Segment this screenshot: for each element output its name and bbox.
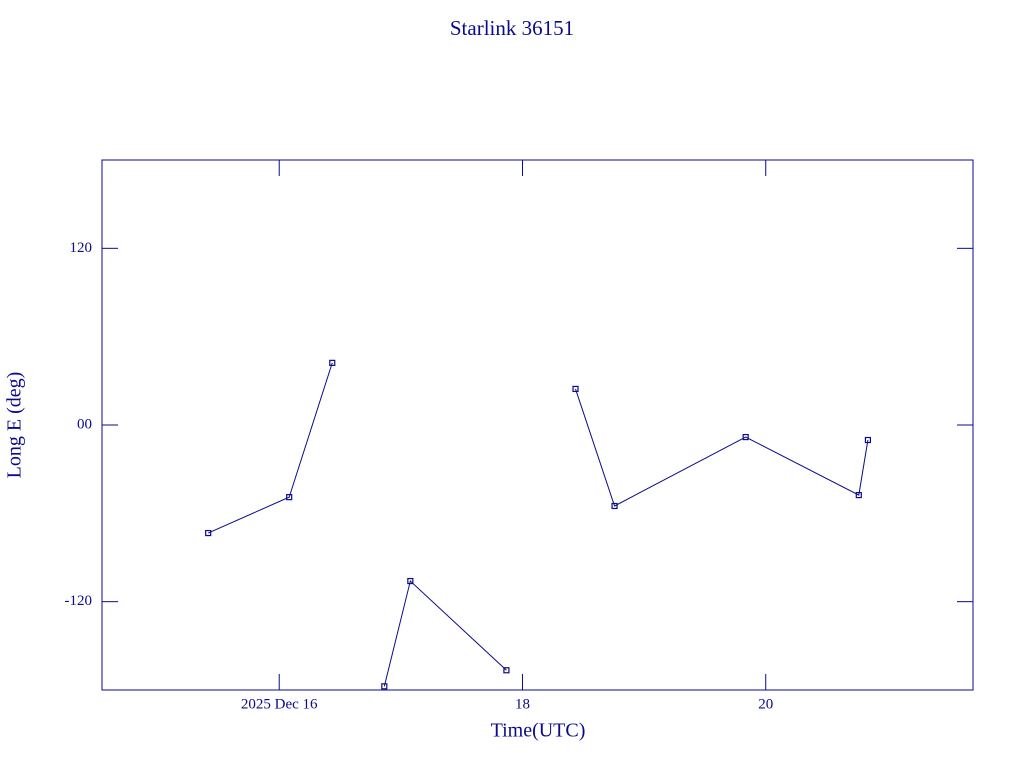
data-point [503,667,510,674]
data-point [611,502,618,510]
data-point [286,494,293,501]
y-tick-label: 120 [70,240,93,256]
plot-frame [101,159,974,691]
chart-title: Starlink 36151 [450,16,574,40]
y-tick-label: 00 [77,416,92,432]
data-point [855,491,862,499]
data-point [381,683,388,690]
x-axis-title: Time(UTC) [491,720,586,742]
data-line [207,362,869,687]
x-tick-label: 2025 Dec 16 [241,696,318,712]
y-tick-label: -120 [65,593,93,609]
data-point [407,577,414,585]
data-point [864,436,872,444]
x-tick-label: 20 [758,696,773,712]
data-point [742,433,749,441]
y-axis-title: Long E (deg) [4,372,26,479]
data-point [329,359,336,366]
x-tick-label: 18 [515,696,530,712]
data-point [205,529,212,537]
data-point [572,385,579,393]
